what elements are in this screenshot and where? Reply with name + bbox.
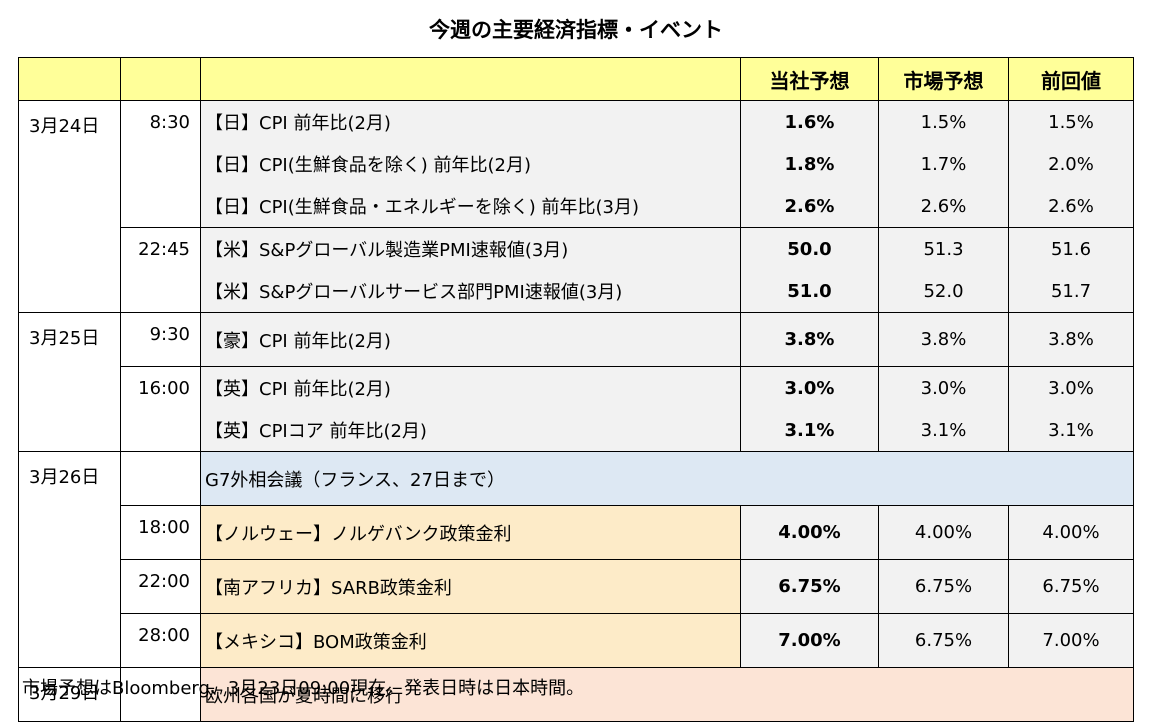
- consensus-cell: 52.0: [878, 270, 1009, 313]
- date-cell: 3月24日: [18, 100, 121, 313]
- schedule-table: 当社予想 市場予想 前回値 3月24日 8:30 【日】CPI 前年比(2月) 1.6…: [18, 57, 1134, 722]
- header-cell: [200, 57, 741, 101]
- event-cell: 【日】CPI(生鮮食品・エネルギーを除く) 前年比(3月): [200, 185, 741, 228]
- event-cell: 【ノルウェー】ノルゲバンク政策金利: [200, 505, 741, 560]
- forecast-cell: 51.0: [740, 270, 879, 313]
- table-row: 28:00 【メキシコ】BOM政策金利 7.00% 6.75% 7.00%: [19, 613, 1134, 668]
- table-row: 3月24日 8:30 【日】CPI 前年比(2月) 1.6% 1.5% 1.5%: [18, 100, 1134, 313]
- forecast-cell: 4.00%: [740, 505, 879, 560]
- previous-cell: 3.0%: [1008, 366, 1134, 409]
- consensus-cell: 3.8%: [878, 312, 1009, 367]
- date-cell: 3月25日: [18, 312, 121, 452]
- time-cell: 18:00: [120, 505, 201, 560]
- consensus-cell: 3.0%: [878, 366, 1009, 409]
- table-row: 16:00 【英】CPI 前年比(2月) 3.0% 3.0% 3.0%: [19, 366, 1134, 452]
- header-cell: 市場予想: [878, 57, 1009, 101]
- consensus-cell: 1.7%: [878, 143, 1009, 185]
- header-row: 当社予想 市場予想 前回値: [18, 57, 1134, 101]
- time-cell: 16:00: [120, 366, 201, 452]
- header-cell: [18, 57, 121, 101]
- table-row: 3月25日 9:30 【豪】CPI 前年比(2月) 3.8% 3.8% 3.8%: [18, 312, 1134, 452]
- table-row: 3月26日 G7外相会議（フランス、27日まで）: [18, 451, 1134, 668]
- time-cell: 8:30: [120, 100, 201, 228]
- event-cell: 【南アフリカ】SARB政策金利: [200, 559, 741, 614]
- event-cell: 【日】CPI 前年比(2月): [200, 100, 741, 143]
- consensus-cell: 4.00%: [878, 505, 1009, 560]
- forecast-cell: 7.00%: [740, 613, 879, 668]
- consensus-cell: 2.6%: [878, 185, 1009, 228]
- event-cell: 【英】CPI 前年比(2月): [200, 366, 741, 409]
- time-cell: 22:45: [120, 227, 201, 313]
- consensus-cell: 6.75%: [878, 613, 1009, 668]
- time-cell: 9:30: [120, 312, 201, 367]
- forecast-cell: 3.1%: [740, 409, 879, 452]
- table-row: 22:45 【米】S&Pグローバル製造業PMI速報値(3月) 50.0 51.3 51.…: [19, 227, 1134, 313]
- time-cell: 28:00: [120, 613, 201, 668]
- date-cell: 3月26日: [18, 451, 121, 668]
- table-body: 3月24日 8:30 【日】CPI 前年比(2月) 1.6% 1.5% 1.5% 【日】CP…: [18, 100, 1134, 722]
- forecast-cell: 1.8%: [740, 143, 879, 185]
- previous-cell: 3.8%: [1008, 312, 1134, 367]
- event-cell: 【メキシコ】BOM政策金利: [200, 613, 741, 668]
- time-cell: [120, 451, 201, 506]
- previous-cell: 51.6: [1008, 227, 1134, 270]
- title: 今週の主要経済指標・イベント: [429, 18, 723, 42]
- table-row: 22:00 【南アフリカ】SARB政策金利 6.75% 6.75% 6.75%: [19, 559, 1134, 614]
- event-cell: G7外相会議（フランス、27日まで）: [200, 451, 1134, 506]
- previous-cell: 1.5%: [1008, 100, 1134, 143]
- consensus-cell: 6.75%: [878, 559, 1009, 614]
- forecast-cell: 3.8%: [740, 312, 879, 367]
- forecast-cell: 2.6%: [740, 185, 879, 228]
- header-cell: [120, 57, 201, 101]
- forecast-cell: 1.6%: [740, 100, 879, 143]
- event-cell: 【豪】CPI 前年比(2月): [200, 312, 741, 367]
- previous-cell: 7.00%: [1008, 613, 1134, 668]
- footnote: 市場予想はBloomberg、3月23日09:00現在。発表日時は日本時間。: [22, 678, 585, 699]
- table-row: 【日】CPI(生鮮食品・エネルギーを除く) 前年比(3月) 2.6% 2.6% 2.6…: [19, 185, 1134, 228]
- event-cell: 【英】CPIコア 前年比(2月): [200, 409, 741, 452]
- table-row: 【日】CPI(生鮮食品を除く) 前年比(2月) 1.8% 1.7% 2.0%: [19, 143, 1134, 185]
- time-cell: 22:00: [120, 559, 201, 614]
- forecast-cell: 50.0: [740, 227, 879, 270]
- consensus-cell: 51.3: [878, 227, 1009, 270]
- consensus-cell: 3.1%: [878, 409, 1009, 452]
- consensus-cell: 1.5%: [878, 100, 1009, 143]
- event-cell: 【米】S&Pグローバルサービス部門PMI速報値(3月): [200, 270, 741, 313]
- event-cell: 【米】S&Pグローバル製造業PMI速報値(3月): [200, 227, 741, 270]
- previous-cell: 6.75%: [1008, 559, 1134, 614]
- header-cell: 当社予想: [740, 57, 879, 101]
- forecast-cell: 3.0%: [740, 366, 879, 409]
- forecast-cell: 6.75%: [740, 559, 879, 614]
- previous-cell: 4.00%: [1008, 505, 1134, 560]
- event-cell: 【日】CPI(生鮮食品を除く) 前年比(2月): [200, 143, 741, 185]
- table-row: 18:00 【ノルウェー】ノルゲバンク政策金利 4.00% 4.00% 4.00%: [19, 505, 1134, 560]
- previous-cell: 3.1%: [1008, 409, 1134, 452]
- page: 今週の主要経済指標・イベント 当社予想 市場予想 前回値 3月24日 8:30 【日…: [18, 18, 1134, 722]
- table-row: 【英】CPIコア 前年比(2月) 3.1% 3.1% 3.1%: [19, 409, 1134, 452]
- table-row: 【米】S&Pグローバルサービス部門PMI速報値(3月) 51.0 52.0 51.7: [19, 270, 1134, 313]
- header-cell: 前回値: [1008, 57, 1134, 101]
- previous-cell: 2.0%: [1008, 143, 1134, 185]
- previous-cell: 2.6%: [1008, 185, 1134, 228]
- previous-cell: 51.7: [1008, 270, 1134, 313]
